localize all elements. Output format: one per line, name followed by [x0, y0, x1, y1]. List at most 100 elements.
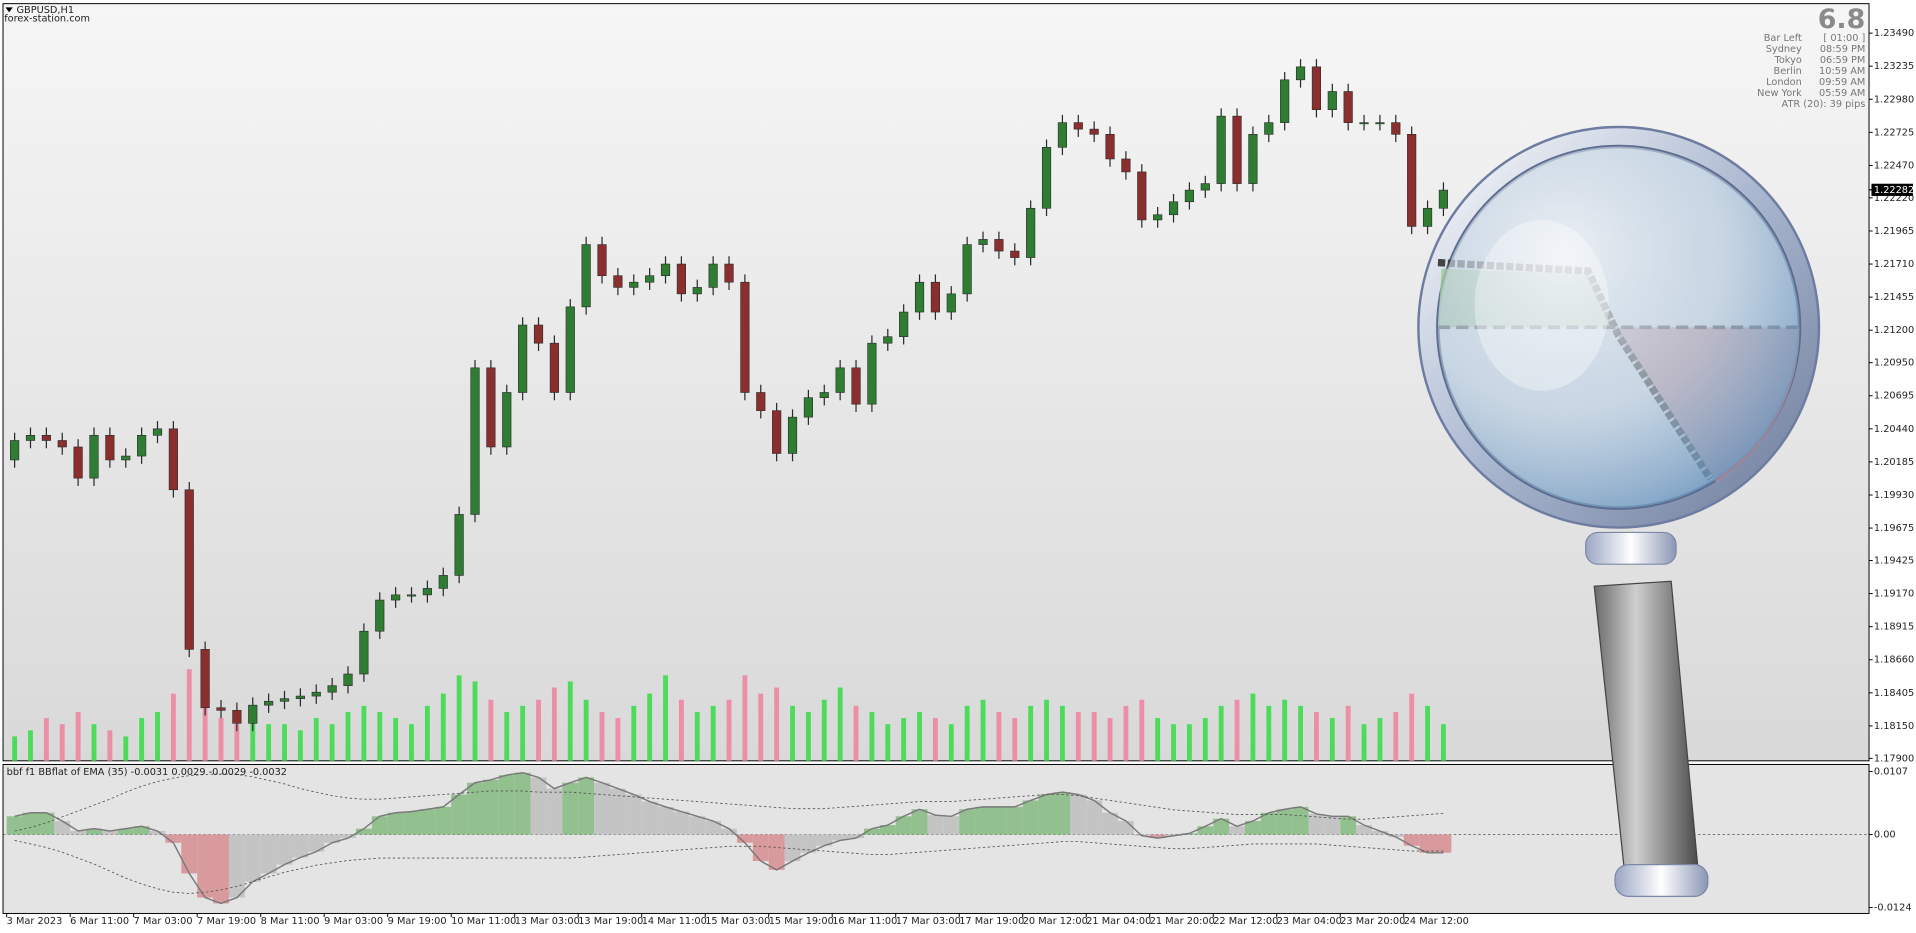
candle-body	[549, 342, 559, 393]
candle-body	[422, 588, 432, 596]
info-panel: Bar Left [ 01:00 ] Sydney 08:59 PM Tokyo 06:5…	[1757, 33, 1865, 110]
info-label: Bar Left	[1764, 33, 1802, 44]
candle-body	[692, 287, 702, 295]
x-tick-label: 9 Mar 03:00	[324, 916, 383, 927]
candle-body	[1153, 214, 1163, 221]
info-value: 06:59 PM	[1820, 55, 1866, 66]
histogram-bar	[292, 834, 309, 858]
histogram-bar	[800, 834, 817, 853]
y-tick-label: 1.18915	[1874, 622, 1914, 633]
y-tick-label: 1.18150	[1874, 721, 1914, 732]
histogram-bar	[70, 831, 87, 835]
candle-body	[930, 281, 940, 313]
histogram-bar	[562, 782, 579, 835]
candle-body	[454, 514, 464, 576]
volume-bar	[663, 675, 668, 761]
candle-body	[1327, 91, 1337, 110]
histogram-bar	[1038, 794, 1055, 835]
histogram-bar	[149, 831, 166, 835]
volume-bar	[1282, 699, 1288, 761]
histogram-bar	[1244, 821, 1261, 835]
y-tick-label: 1.22725	[1874, 127, 1914, 138]
candle-body	[89, 434, 99, 479]
candle-body	[613, 275, 623, 288]
info-value: 10:59 AM	[1819, 66, 1865, 77]
candle-body	[73, 446, 83, 479]
histogram-bar	[1070, 794, 1087, 835]
info-label: London	[1766, 77, 1802, 88]
candle-body	[724, 263, 734, 283]
x-tick-label: 24 Mar 12:00	[1404, 916, 1469, 927]
histogram-bar	[1356, 825, 1372, 835]
histogram-bar	[530, 777, 547, 835]
info-atr: ATR (20): 39 pips	[1782, 99, 1866, 110]
histogram-bar	[1213, 818, 1230, 835]
x-tick-label: 8 Mar 11:00	[261, 916, 320, 927]
x-tick-label: 16 Mar 11:00	[832, 916, 897, 927]
candle-body	[152, 428, 163, 436]
histogram-bar	[816, 834, 833, 846]
histogram-bar	[927, 815, 944, 835]
candle-body	[1359, 122, 1369, 125]
histogram-bar	[482, 779, 499, 835]
histogram-bar	[197, 834, 214, 898]
magnifier-collar	[1585, 531, 1677, 565]
candle-body	[1168, 201, 1179, 216]
histogram-bar	[705, 821, 722, 835]
histogram-bar	[1371, 831, 1388, 835]
x-tick-label: 21 Mar 04:00	[1086, 916, 1151, 927]
volume-bar	[567, 681, 573, 761]
histogram-bar	[514, 772, 531, 835]
candle-body	[1375, 122, 1385, 125]
candle-body	[1010, 250, 1020, 258]
candle-body	[1422, 207, 1433, 227]
candle-body	[311, 691, 321, 697]
y-tick-label: 1.22220	[1874, 193, 1914, 204]
candle-body	[978, 239, 988, 245]
histogram-bar	[371, 816, 388, 835]
histogram-bar	[498, 775, 515, 835]
volume-bar	[821, 699, 827, 761]
info-value: 08:59 PM	[1820, 44, 1866, 55]
volume-bar	[1345, 705, 1351, 761]
volume-bar	[393, 718, 399, 761]
y-tick-label: 1.19170	[1874, 589, 1914, 600]
candle-body	[740, 281, 750, 393]
volume-bar	[170, 693, 176, 761]
histogram-bar	[975, 806, 991, 835]
y-tick-label: 1.19675	[1874, 523, 1914, 534]
candle-body	[57, 440, 67, 448]
volume-bar	[1440, 724, 1446, 761]
volume-bar	[218, 718, 224, 761]
histogram-bar	[260, 834, 277, 874]
histogram-bar	[435, 806, 452, 835]
candle-body	[1089, 128, 1099, 135]
volume-bar	[694, 711, 700, 761]
histogram-bar	[1022, 800, 1039, 835]
volume-bar	[488, 699, 494, 761]
y-tick-label: 1.23235	[1874, 61, 1914, 72]
histogram-bar	[181, 834, 198, 874]
volume-bar	[932, 718, 938, 761]
y-tick-label: 1.19425	[1874, 555, 1914, 566]
volume-bar	[1250, 693, 1256, 761]
volume-bar	[345, 711, 351, 761]
volume-bar	[520, 705, 526, 761]
candle-body	[25, 434, 36, 441]
volume-bar	[12, 736, 18, 761]
volume-bar	[91, 724, 97, 761]
x-tick-label: 6 Mar 11:00	[70, 916, 129, 927]
candle-body	[803, 397, 813, 418]
volume-bar	[1139, 699, 1145, 761]
histogram-bar	[1229, 826, 1245, 835]
candle-body	[660, 263, 671, 277]
candle-body	[962, 244, 972, 295]
volume-bar	[1012, 718, 1018, 761]
indicator-title: bbf f1 BBflat of EMA (35) -0.0031 0.0029…	[7, 767, 287, 778]
y-tick-label: 0.0107	[1874, 767, 1908, 778]
volume-bar	[409, 724, 414, 761]
candle-body	[105, 434, 115, 461]
magnifier-cap	[1614, 864, 1709, 897]
x-tick-label: 7 Mar 19:00	[197, 916, 256, 927]
